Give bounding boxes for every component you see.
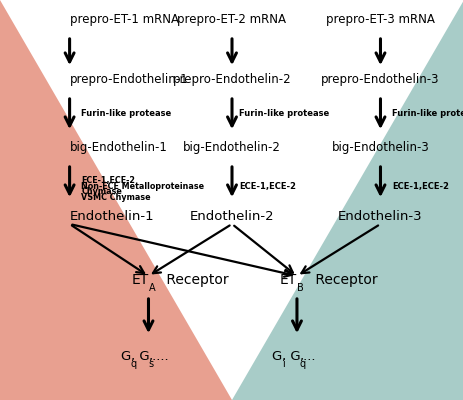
Polygon shape: [0, 0, 232, 400]
Text: big-Endothelin-3: big-Endothelin-3: [331, 142, 428, 154]
Text: q: q: [299, 359, 305, 369]
Text: Endothelin-3: Endothelin-3: [338, 210, 422, 222]
Text: ET: ET: [131, 273, 148, 287]
Text: ,....: ,....: [148, 350, 169, 363]
Text: ECE-1,ECE-2: ECE-1,ECE-2: [81, 176, 135, 185]
Text: Non-ECE Metalloproteinase: Non-ECE Metalloproteinase: [81, 182, 204, 191]
Text: A: A: [148, 283, 155, 293]
Text: Furin-like protease: Furin-like protease: [81, 110, 171, 118]
Text: prepro-ET-2 mRNA: prepro-ET-2 mRNA: [177, 14, 286, 26]
Text: , G: , G: [281, 350, 300, 363]
Text: G: G: [271, 350, 281, 363]
Text: big-Endothelin-1: big-Endothelin-1: [69, 142, 167, 154]
Text: prepro-Endothelin-2: prepro-Endothelin-2: [172, 74, 291, 86]
Text: Chymase: Chymase: [81, 188, 122, 196]
Text: ECE-1,ECE-2: ECE-1,ECE-2: [238, 182, 295, 190]
Text: s: s: [148, 359, 153, 369]
Text: prepro-ET-3 mRNA: prepro-ET-3 mRNA: [325, 14, 434, 26]
Text: Endothelin-2: Endothelin-2: [189, 210, 274, 222]
Text: ,...: ,...: [299, 350, 315, 363]
Text: , G: , G: [131, 350, 149, 363]
Text: Receptor: Receptor: [162, 273, 229, 287]
Polygon shape: [232, 0, 463, 400]
Text: Furin-like protease: Furin-like protease: [238, 110, 329, 118]
Text: ET: ET: [279, 273, 296, 287]
Text: i: i: [281, 359, 284, 369]
Text: q: q: [131, 359, 137, 369]
Text: prepro-Endothelin-1: prepro-Endothelin-1: [69, 74, 188, 86]
Text: VSMC Chymase: VSMC Chymase: [81, 193, 150, 202]
Text: Receptor: Receptor: [310, 273, 377, 287]
Text: ECE-1,ECE-2: ECE-1,ECE-2: [391, 182, 448, 190]
Text: G: G: [120, 350, 131, 363]
Text: Furin-like protease: Furin-like protease: [391, 110, 463, 118]
Text: prepro-ET-1 mRNA: prepro-ET-1 mRNA: [69, 14, 178, 26]
Text: Endothelin-1: Endothelin-1: [69, 210, 154, 222]
Text: B: B: [296, 283, 303, 293]
Text: prepro-Endothelin-3: prepro-Endothelin-3: [320, 74, 439, 86]
Text: big-Endothelin-2: big-Endothelin-2: [183, 142, 280, 154]
